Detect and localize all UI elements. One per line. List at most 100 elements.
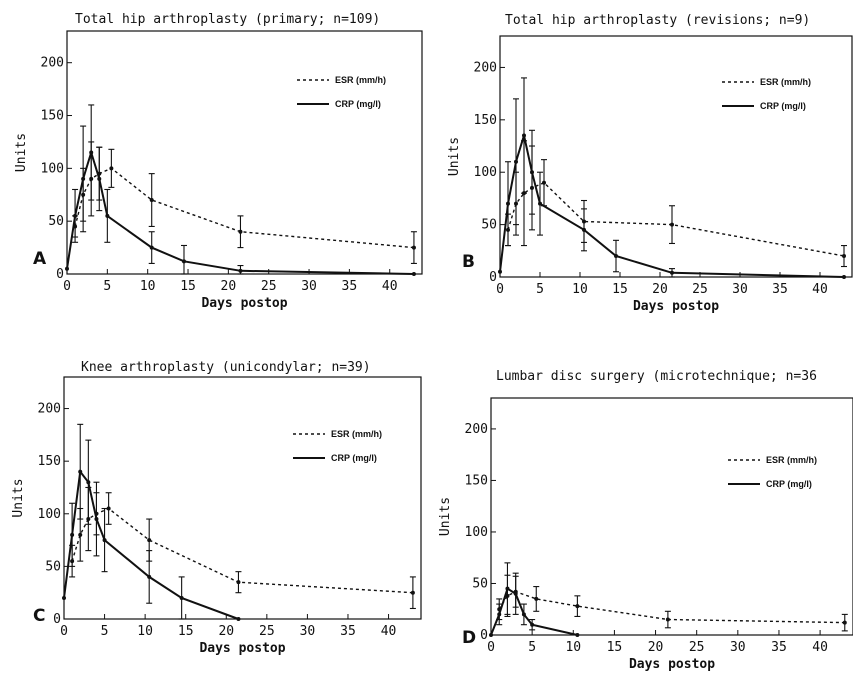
x-tick-label: 30	[301, 279, 317, 294]
series-crp	[65, 104, 416, 276]
series-crp	[498, 77, 846, 279]
chart-title: Knee arthroplasty (unicondylar; n=39)	[81, 360, 371, 375]
x-tick-label: 15	[178, 624, 194, 639]
legend-label: ESR (mm/h)	[331, 429, 382, 439]
data-point	[665, 617, 670, 622]
panel-b: Total hip arthroplasty (revisions; n=9) 0…	[447, 13, 853, 314]
series-crp	[62, 423, 241, 621]
x-tick-label: 0	[60, 624, 68, 639]
y-tick-label: 0	[489, 270, 497, 285]
x-tick-label: 20	[218, 624, 234, 639]
data-point	[614, 254, 618, 259]
data-point	[236, 617, 241, 621]
x-tick-label: 30	[300, 624, 316, 639]
data-point	[62, 595, 66, 600]
data-point	[513, 591, 518, 596]
data-point	[109, 166, 114, 171]
series-line	[63, 469, 239, 620]
plot-frame	[66, 30, 423, 275]
legend-label: ESR (mm/h)	[760, 77, 811, 87]
x-tick-label: 0	[63, 279, 71, 294]
data-point	[78, 469, 83, 474]
series-esr	[496, 574, 848, 632]
x-axis-label: Days postop	[199, 641, 285, 656]
data-point	[105, 213, 110, 218]
data-point	[522, 133, 526, 138]
x-tick-label: 0	[487, 640, 495, 655]
legend-label: CRP (mg/l)	[335, 99, 381, 109]
x-tick-label: 30	[730, 640, 746, 655]
data-point	[149, 198, 154, 203]
data-point	[489, 633, 493, 637]
x-tick-label: 20	[221, 279, 237, 294]
panel-c: Knee arthroplasty (unicondylar; n=39)050…	[11, 360, 422, 656]
data-point	[410, 590, 415, 595]
x-axis-label: Days postop	[633, 299, 719, 314]
y-tick-label: 100	[41, 161, 64, 176]
series-esr	[69, 486, 416, 610]
x-tick-label: 20	[652, 282, 668, 297]
x-tick-label: 35	[340, 624, 356, 639]
y-tick-label: 50	[472, 576, 488, 591]
y-tick-label: 200	[465, 422, 488, 437]
legend-label: ESR (mm/h)	[335, 75, 386, 85]
y-tick-label: 100	[465, 525, 488, 540]
y-axis-label: Units	[438, 497, 453, 536]
x-tick-label: 40	[381, 624, 397, 639]
x-tick-label: 15	[607, 640, 623, 655]
data-point	[411, 245, 416, 250]
x-tick-label: 10	[565, 640, 581, 655]
panel-letter: D	[462, 628, 476, 648]
data-point	[147, 574, 152, 579]
series-line	[499, 131, 845, 278]
x-axis-label: Days postop	[201, 296, 287, 311]
x-tick-label: 0	[496, 282, 504, 297]
data-point	[530, 622, 535, 627]
legend-label: CRP (mg/l)	[760, 101, 806, 111]
x-tick-label: 35	[772, 282, 788, 297]
x-tick-label: 25	[259, 624, 275, 639]
data-point	[78, 532, 83, 537]
y-tick-label: 150	[41, 109, 64, 124]
series-line	[71, 507, 413, 594]
x-tick-label: 5	[101, 624, 109, 639]
series-line	[507, 181, 845, 257]
x-tick-label: 35	[771, 640, 787, 655]
chart-title: Lumbar disc surgery (microtechnique; n=3…	[496, 369, 817, 384]
data-point	[149, 245, 154, 250]
data-point	[670, 270, 674, 275]
data-point	[542, 180, 546, 185]
panel-d: Lumbar disc surgery (microtechnique; n=3…	[438, 369, 853, 672]
y-tick-label: 200	[41, 56, 64, 71]
data-point	[575, 604, 580, 609]
x-tick-label: 35	[342, 279, 358, 294]
y-tick-label: 0	[480, 628, 488, 643]
chart-title: Total hip arthroplasty (primary; n=109)	[75, 12, 380, 27]
data-point	[70, 532, 75, 537]
y-tick-label: 200	[38, 402, 61, 417]
data-point	[86, 480, 91, 485]
series-line	[74, 167, 414, 249]
y-tick-label: 0	[56, 267, 64, 282]
data-point	[497, 612, 502, 617]
data-point	[505, 586, 510, 591]
data-point	[498, 269, 502, 274]
data-point	[842, 620, 847, 625]
panel-letter: A	[33, 249, 47, 269]
y-tick-label: 100	[474, 165, 497, 180]
series-esr	[505, 140, 847, 268]
chart-title: Total hip arthroplasty (revisions; n=9)	[505, 13, 810, 28]
x-tick-label: 25	[689, 640, 705, 655]
legend-label: CRP (mg/l)	[766, 479, 812, 489]
data-point	[73, 213, 78, 218]
y-tick-label: 150	[474, 113, 497, 128]
x-tick-label: 40	[382, 279, 398, 294]
data-point	[89, 150, 94, 155]
y-axis-label: Units	[11, 478, 26, 517]
panel-a: Total hip arthroplasty (primary; n=109) 0…	[14, 12, 423, 311]
data-point	[842, 254, 846, 259]
data-point	[538, 201, 542, 206]
x-tick-label: 15	[612, 282, 628, 297]
series-esr	[72, 141, 417, 264]
